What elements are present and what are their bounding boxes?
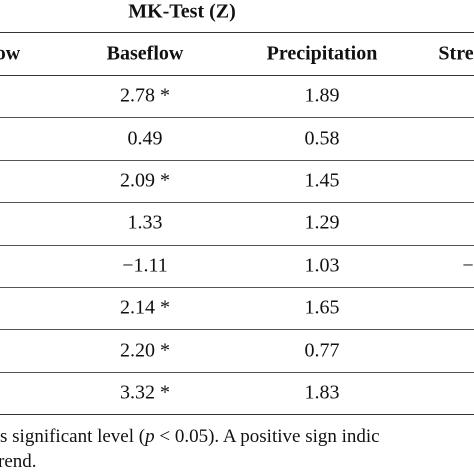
table-cell: − — [462, 254, 474, 277]
footnote-symbol: p — [145, 426, 155, 447]
row-rule — [0, 244, 474, 246]
table-title: MK-Test (Z) — [128, 0, 236, 23]
table-cell: 1.65 — [304, 296, 340, 319]
table-cell: 1.89 — [304, 84, 340, 107]
table-cell: 1.33 — [127, 211, 163, 234]
table-cell: −1.11 — [122, 254, 168, 277]
row-rule — [0, 287, 474, 288]
footnote: s significant level (p < 0.05). A positi… — [0, 426, 380, 448]
table-cell: 1.83 — [304, 381, 340, 404]
table-cell: 2.20 * — [120, 339, 170, 362]
row-rule — [0, 329, 474, 331]
table-cell: 2.78 * — [120, 84, 170, 107]
row-rule — [0, 202, 474, 204]
footnote-text: s significant level ( — [0, 426, 146, 447]
table-cell: 2.09 * — [120, 169, 170, 192]
rule — [0, 75, 474, 76]
column-header: Stre — [438, 42, 474, 65]
column-header: Baseflow — [106, 42, 184, 65]
row-rule — [0, 414, 474, 416]
column-header: Precipitation — [266, 42, 378, 65]
table-cell: 1.03 — [304, 254, 340, 277]
table-cell: 3.32 * — [120, 381, 170, 404]
table-cell: 0.49 — [127, 127, 163, 150]
column-header: ow — [0, 42, 21, 65]
rule — [0, 32, 474, 33]
table-cell: 0.77 — [304, 339, 340, 362]
row-rule — [0, 159, 474, 161]
row-rule — [0, 117, 474, 119]
table-cell: 0.58 — [304, 127, 340, 150]
footnote-text: < 0.05). A positive sign indic — [154, 426, 380, 447]
table-cell: 1.45 — [304, 169, 340, 192]
table-cell: 2.14 * — [120, 296, 170, 319]
table-cell: 1.29 — [304, 211, 340, 234]
row-rule — [0, 371, 474, 373]
footnote: rend. — [0, 451, 37, 472]
